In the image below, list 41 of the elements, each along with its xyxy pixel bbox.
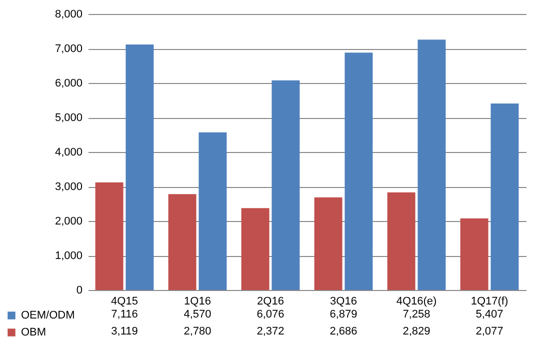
data-label: 7,116: [111, 308, 138, 320]
y-tick-label: 4,000: [54, 146, 82, 158]
data-label: 2,780: [184, 326, 212, 338]
legend-label: OBM: [21, 326, 46, 338]
bar: [344, 52, 373, 290]
legend-label: OEM/ODM: [21, 310, 75, 322]
data-label: 5,407: [476, 308, 504, 320]
y-tick-label: 8,000: [54, 8, 82, 20]
x-tick-label: 3Q16: [330, 296, 357, 308]
data-label: 2,372: [256, 326, 284, 338]
bar: [490, 103, 519, 290]
x-tick-label: 1Q17(f): [470, 296, 508, 308]
x-tick-label: 4Q15: [111, 296, 138, 308]
bar: [198, 132, 227, 290]
bar: [418, 40, 446, 290]
x-tick-label: 2Q16: [257, 296, 284, 308]
y-tick-label: 3,000: [54, 181, 82, 193]
y-tick-label: 6,000: [54, 78, 82, 90]
data-label: 7,258: [402, 308, 430, 320]
bar: [387, 192, 416, 290]
bar: [272, 80, 300, 290]
bar: [126, 44, 154, 290]
y-tick-label: 5,000: [54, 112, 82, 124]
bar: [168, 194, 196, 290]
y-tick-label: 0: [76, 284, 82, 296]
data-label: 3,119: [111, 326, 138, 338]
data-label: 6,879: [330, 308, 358, 320]
data-label: 6,076: [256, 308, 284, 320]
y-tick-label: 1,000: [54, 250, 82, 262]
data-label: 2,077: [476, 326, 504, 338]
bar: [314, 197, 342, 290]
y-tick-label: 2,000: [54, 216, 82, 228]
data-label: 2,686: [330, 326, 358, 338]
data-label: 4,570: [184, 308, 212, 320]
y-tick-label: 7,000: [54, 43, 82, 55]
bar: [95, 182, 124, 290]
data-label: 2,829: [402, 326, 430, 338]
x-tick-label: 4Q16(e): [396, 296, 437, 308]
x-tick-label: 1Q16: [184, 296, 211, 308]
bar: [460, 218, 488, 290]
bar: [241, 208, 270, 290]
